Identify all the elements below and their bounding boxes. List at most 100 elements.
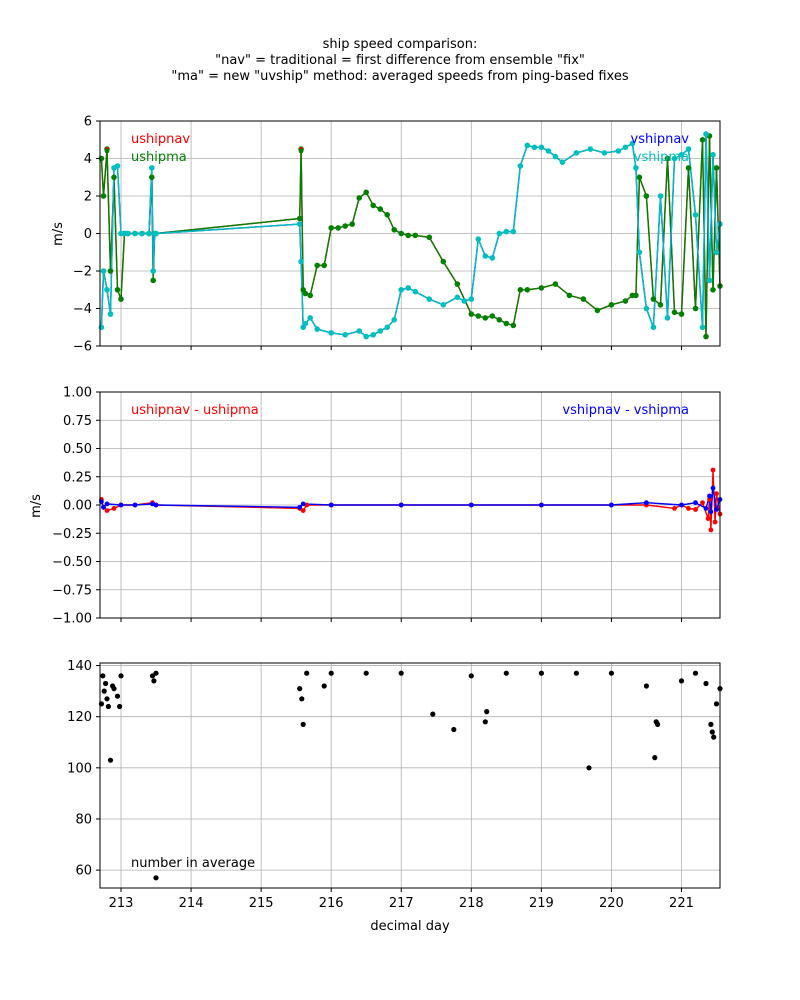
data-point-vshipma: [300, 324, 306, 330]
data-point-ushipma: [328, 225, 334, 231]
data-point-vshipma: [700, 324, 705, 330]
data-point-vshipma: [101, 268, 106, 274]
data-point-vshipnav---vshipma: [153, 502, 159, 508]
data-point-ushipma: [524, 287, 530, 293]
data-point-ushipma: [672, 309, 677, 315]
y-tick-label: 4: [84, 152, 92, 167]
y-tick-label: −0.25: [52, 527, 92, 542]
y-tick-label: −4: [73, 302, 92, 317]
y-tick-label: 6: [84, 115, 92, 130]
data-point-vshipma: [115, 163, 120, 169]
data-point-ushipma: [412, 233, 418, 238]
data-point-ushipma: [300, 287, 306, 293]
data-point-number-in-average: [117, 703, 123, 710]
data-point-ushipma: [314, 263, 320, 268]
data-point-number-in-average: [321, 683, 327, 689]
y-tick-label: 100: [67, 761, 92, 776]
data-point-vshipma: [298, 259, 304, 264]
data-point-vshipnav---vshipma: [707, 493, 712, 499]
y-tick-label: −1.00: [52, 612, 92, 627]
count-panel-plot: [98, 670, 723, 881]
data-point-vshipma: [475, 236, 481, 242]
data-point-ushipma: [503, 321, 509, 326]
data-point-vshipnav---vshipma: [644, 500, 649, 506]
data-point-vshipma: [122, 231, 127, 236]
data-point-number-in-average: [709, 729, 715, 735]
data-point-ushipma: [714, 165, 719, 171]
data-point-vshipma: [146, 231, 152, 236]
data-point-ushipma: [630, 293, 635, 298]
data-point-ushipma: [609, 302, 614, 308]
y-tick-label: 1.00: [63, 386, 92, 401]
data-point-ushipma: [356, 195, 362, 201]
figure-title-line1: ship speed comparison:: [323, 37, 478, 52]
data-point-ushipma: [651, 296, 656, 302]
legend-ushipnav: ushipnav: [131, 132, 190, 147]
data-point-ushipma: [377, 206, 383, 212]
data-point-number-in-average: [328, 670, 334, 676]
data-point-ushipma: [115, 287, 120, 293]
data-point-number-in-average: [608, 670, 615, 676]
x-tick-label: 220: [599, 896, 624, 911]
data-point-number-in-average: [398, 670, 404, 676]
data-point-vshipma: [454, 294, 460, 300]
data-point-ushipma: [637, 174, 642, 180]
data-point-number-in-average: [652, 755, 658, 761]
data-point-ushipma: [426, 234, 432, 240]
data-point-number-in-average: [468, 673, 474, 679]
data-point-number-in-average: [114, 693, 121, 699]
data-point-vshipma: [637, 249, 642, 255]
speed-panel-xticks: [120, 346, 682, 350]
data-point-number-in-average: [573, 670, 580, 676]
data-point-ushipma: [468, 311, 474, 317]
data-point-vshipnav---vshipma: [710, 485, 716, 491]
x-tick-label: 213: [109, 896, 134, 911]
data-point-vshipma: [307, 315, 313, 321]
data-point-vshipma: [468, 296, 474, 302]
data-point-vshipma: [132, 231, 138, 236]
speed-panel-yticks: 6 4 2 0 −2 −4 −6: [73, 115, 100, 355]
data-point-vshipma: [524, 143, 530, 148]
data-point-vshipma: [672, 156, 677, 161]
data-point-ushipma: [693, 306, 698, 311]
data-point-number-in-average: [107, 757, 114, 763]
data-point-vshipnav---vshipma: [297, 504, 303, 510]
data-point-vshipma: [553, 154, 558, 160]
data-point-vshipma: [510, 229, 516, 235]
data-point-vshipma: [461, 298, 467, 304]
data-point-vshipma: [328, 330, 334, 336]
data-point-vshipnav---vshipma: [714, 507, 719, 512]
y-tick-label: 0.75: [63, 414, 92, 429]
data-point-ushipma: [581, 296, 586, 302]
data-point-vshipma: [714, 249, 719, 255]
x-tick-label: 219: [529, 896, 554, 911]
y-tick-label: 0.25: [63, 470, 92, 485]
data-point-vshipma: [503, 229, 509, 235]
data-point-number-in-average: [304, 670, 310, 676]
data-point-ushipma: [539, 285, 544, 291]
legend-v-difference: vshipnav - vshipma: [562, 403, 689, 418]
data-point-vshipma: [125, 231, 131, 236]
data-point-ushipma: [440, 259, 446, 264]
legend-ushipma: ushipma: [131, 150, 187, 165]
data-point-vshipnav---vshipma: [609, 502, 614, 508]
y-tick-label: 0.00: [63, 499, 92, 514]
data-point-vshipma: [496, 231, 502, 236]
data-point-vshipma: [384, 324, 390, 330]
data-point-number-in-average: [708, 721, 714, 728]
data-point-vshipnav---vshipma: [468, 502, 474, 508]
data-point-ushipnav---ushipma: [672, 506, 677, 511]
data-point-ushipma: [342, 223, 348, 229]
x-tick-label: 218: [459, 896, 484, 911]
y-tick-label: 2: [84, 190, 92, 205]
y-tick-label: 80: [75, 812, 92, 827]
data-point-number-in-average: [103, 680, 109, 687]
data-point-ushipma: [302, 291, 308, 296]
data-point-ushipnav---ushipma: [708, 527, 714, 533]
data-point-vshipnav---vshipma: [118, 502, 124, 508]
data-point-number-in-average: [297, 686, 303, 692]
data-point-number-in-average: [655, 721, 661, 728]
x-tick-label: 221: [669, 896, 694, 911]
data-point-ushipma: [118, 296, 124, 302]
y-tick-label: 0: [84, 227, 92, 242]
